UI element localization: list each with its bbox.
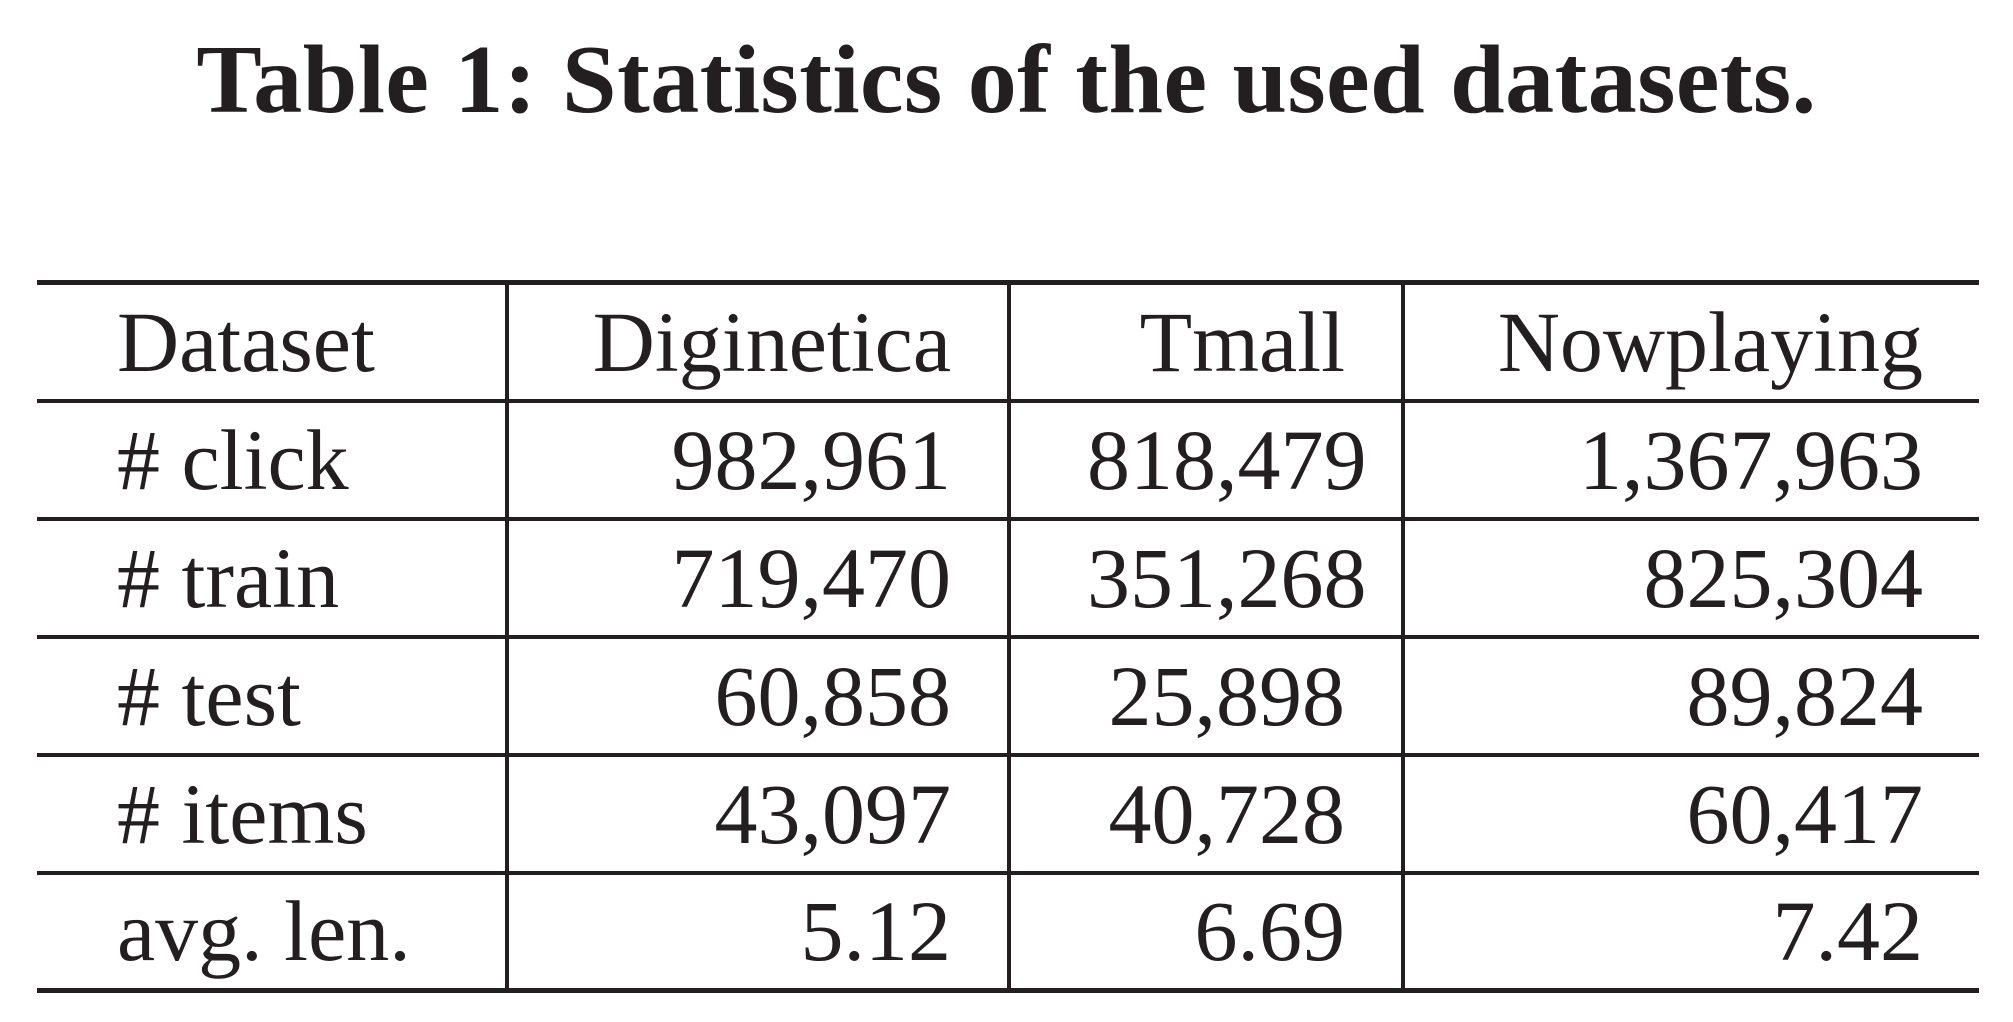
table-row-train: # train 719,470 351,268 825,304 xyxy=(37,518,1979,639)
cell-tmall: 351,268 xyxy=(1007,518,1403,639)
cell-nowplaying: 60,417 xyxy=(1401,754,1979,875)
cell-tmall: 40,728 xyxy=(1007,754,1403,875)
cell-nowplaying: 7.42 xyxy=(1401,872,1979,993)
cell-nowplaying: 89,824 xyxy=(1401,636,1979,757)
table-row-items: # items 43,097 40,728 60,417 xyxy=(37,754,1979,875)
cell-nowplaying: 1,367,963 xyxy=(1401,400,1979,521)
cell-nowplaying: 825,304 xyxy=(1401,518,1979,639)
cell-tmall: 25,898 xyxy=(1007,636,1403,757)
row-label: avg. len. xyxy=(37,872,507,993)
dataset-statistics-table-container: Dataset Diginetica Tmall Nowplaying # cl… xyxy=(37,280,1979,993)
table-row-avg-len: avg. len. 5.12 6.69 7.42 xyxy=(37,872,1979,993)
table-caption: Table 1: Statistics of the used datasets… xyxy=(196,26,1817,134)
cell-diginetica: 60,858 xyxy=(505,636,1009,757)
table-row-click: # click 982,961 818,479 1,367,963 xyxy=(37,400,1979,521)
header-nowplaying: Nowplaying xyxy=(1401,280,1979,403)
header-diginetica: Diginetica xyxy=(505,280,1009,403)
cell-tmall: 818,479 xyxy=(1007,400,1403,521)
row-label: # click xyxy=(37,400,507,521)
table-header-row: Dataset Diginetica Tmall Nowplaying xyxy=(37,280,1979,403)
table-row-test: # test 60,858 25,898 89,824 xyxy=(37,636,1979,757)
row-label: # items xyxy=(37,754,507,875)
cell-diginetica: 43,097 xyxy=(505,754,1009,875)
header-dataset: Dataset xyxy=(37,280,507,403)
cell-diginetica: 719,470 xyxy=(505,518,1009,639)
cell-tmall: 6.69 xyxy=(1007,872,1403,993)
cell-diginetica: 5.12 xyxy=(505,872,1009,993)
row-label: # train xyxy=(37,518,507,639)
header-tmall: Tmall xyxy=(1007,280,1403,403)
dataset-statistics-table: Dataset Diginetica Tmall Nowplaying # cl… xyxy=(37,280,1979,993)
cell-diginetica: 982,961 xyxy=(505,400,1009,521)
row-label: # test xyxy=(37,636,507,757)
